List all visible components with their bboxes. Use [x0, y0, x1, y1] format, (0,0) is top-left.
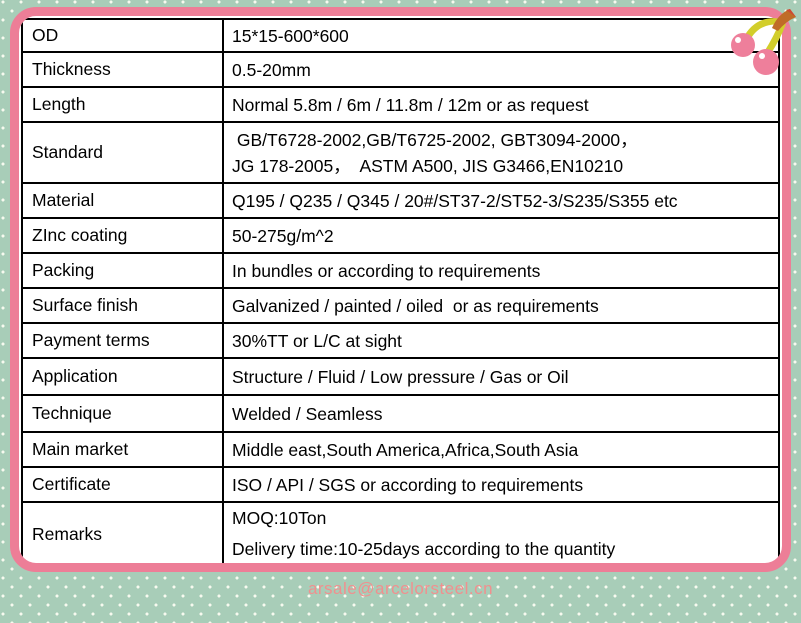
cell-line: 50-275g/m^2: [232, 225, 334, 246]
spec-table-body: OD 15*15-600*600 Thickness 0.5-20mm Leng…: [21, 18, 780, 563]
email-text: arsale@arcelorsteel.cn: [307, 579, 494, 598]
spec-value-cell: MOQ:10Ton Delivery time:10-25days accordi…: [222, 501, 780, 563]
cell-line: Middle east,South America,Africa,South A…: [232, 439, 579, 460]
cell-line: Q195 / Q235 / Q345 / 20#/ST37-2/ST52-3/S…: [232, 190, 678, 211]
spec-value-cell: In bundles or according to requirements: [222, 252, 780, 289]
table-row: OD 15*15-600*600: [21, 18, 780, 53]
table-row: Material Q195 / Q235 / Q345 / 20#/ST37-2…: [21, 182, 780, 219]
spec-value-cell: Welded / Seamless: [222, 394, 780, 433]
table-row: Technique Welded / Seamless: [21, 394, 780, 433]
spec-value-cell: 0.5-20mm: [222, 51, 780, 88]
cell-line: Structure / Fluid / Low pressure / Gas o…: [232, 366, 569, 387]
cherry-left-highlight: [735, 37, 741, 43]
spec-value-cell: Q195 / Q235 / Q345 / 20#/ST37-2/ST52-3/S…: [222, 182, 780, 219]
cherry-stem-right: [764, 21, 786, 55]
spec-value-cell: 15*15-600*600: [222, 18, 780, 53]
cherry-leaf-tip: [786, 9, 796, 17]
cherry-stem-left: [743, 18, 784, 42]
cell-line: 30%TT or L/C at sight: [232, 330, 402, 351]
cherry-left: [731, 33, 755, 57]
spec-value-cell: Structure / Fluid / Low pressure / Gas o…: [222, 357, 780, 396]
spec-label-cell: Main market: [21, 431, 224, 468]
spec-label-cell: Length: [21, 86, 224, 123]
spec-value-cell: GB/T6728-2002,GB/T6725-2002, GBT3094-200…: [222, 121, 780, 184]
cell-line: JG 178-2005， ASTM A500, JIS G3466,EN1021…: [232, 155, 624, 176]
spec-value-cell: Middle east,South America,Africa,South A…: [222, 431, 780, 468]
table-row: Remarks MOQ:10Ton Delivery time:10-25days…: [21, 501, 780, 563]
cherry-leaf: [772, 9, 796, 31]
table-row: Standard GB/T6728-2002,GB/T6725-2002, GB…: [21, 121, 780, 184]
spec-value-cell: Normal 5.8m / 6m / 11.8m / 12m or as req…: [222, 86, 780, 123]
spec-label-cell: OD: [21, 18, 224, 53]
spec-table: OD 15*15-600*600 Thickness 0.5-20mm Leng…: [21, 18, 780, 563]
spec-card: OD 15*15-600*600 Thickness 0.5-20mm Leng…: [10, 7, 791, 572]
spec-label-cell: ZInc coating: [21, 217, 224, 254]
spec-value-cell: ISO / API / SGS or according to requirem…: [222, 466, 780, 503]
spec-label-cell: Standard: [21, 121, 224, 184]
cell-line: Normal 5.8m / 6m / 11.8m / 12m or as req…: [232, 94, 589, 115]
spec-value-cell: 30%TT or L/C at sight: [222, 322, 780, 359]
cell-line: Galvanized / painted / oiled or as requi…: [232, 295, 599, 316]
cherries-icon: [731, 9, 796, 75]
cell-line: 15*15-600*600: [232, 25, 349, 46]
spec-label-cell: Application: [21, 357, 224, 396]
spec-label-cell: Technique: [21, 394, 224, 433]
spec-label-cell: Packing: [21, 252, 224, 289]
spec-label-cell: Payment terms: [21, 322, 224, 359]
table-row: Main market Middle east,South America,Af…: [21, 431, 780, 468]
table-row: Surface finish Galvanized / painted / oi…: [21, 287, 780, 324]
table-row: Thickness 0.5-20mm: [21, 51, 780, 88]
cell-line: Welded / Seamless: [232, 403, 383, 424]
cell-line: Delivery time:10-25days according to the…: [232, 539, 616, 559]
spec-label-cell: Remarks: [21, 501, 224, 563]
table-row: Certificate ISO / API / SGS or according…: [21, 466, 780, 503]
cell-line: GB/T6728-2002,GB/T6725-2002, GBT3094-200…: [232, 129, 638, 150]
table-row: Length Normal 5.8m / 6m / 11.8m / 12m or…: [21, 86, 780, 123]
cell-line: MOQ:10Ton: [232, 508, 327, 528]
table-row: Application Structure / Fluid / Low pres…: [21, 357, 780, 396]
spec-card-inner: OD 15*15-600*600 Thickness 0.5-20mm Leng…: [19, 16, 782, 563]
table-row: Payment terms 30%TT or L/C at sight: [21, 322, 780, 359]
spec-label-cell: Material: [21, 182, 224, 219]
cell-line: ISO / API / SGS or according to requirem…: [232, 474, 584, 495]
spec-label-cell: Certificate: [21, 466, 224, 503]
spec-value-cell: 50-275g/m^2: [222, 217, 780, 254]
cell-line: In bundles or according to requirements: [232, 260, 541, 281]
cell-line: 0.5-20mm: [232, 59, 311, 80]
spec-label-cell: Surface finish: [21, 287, 224, 324]
spec-value-cell: Galvanized / painted / oiled or as requi…: [222, 287, 780, 324]
cherry-right-highlight: [759, 53, 765, 59]
table-row: Packing In bundles or according to requi…: [21, 252, 780, 289]
table-row: ZInc coating 50-275g/m^2: [21, 217, 780, 254]
spec-label-cell: Thickness: [21, 51, 224, 88]
cherry-right: [753, 49, 779, 75]
